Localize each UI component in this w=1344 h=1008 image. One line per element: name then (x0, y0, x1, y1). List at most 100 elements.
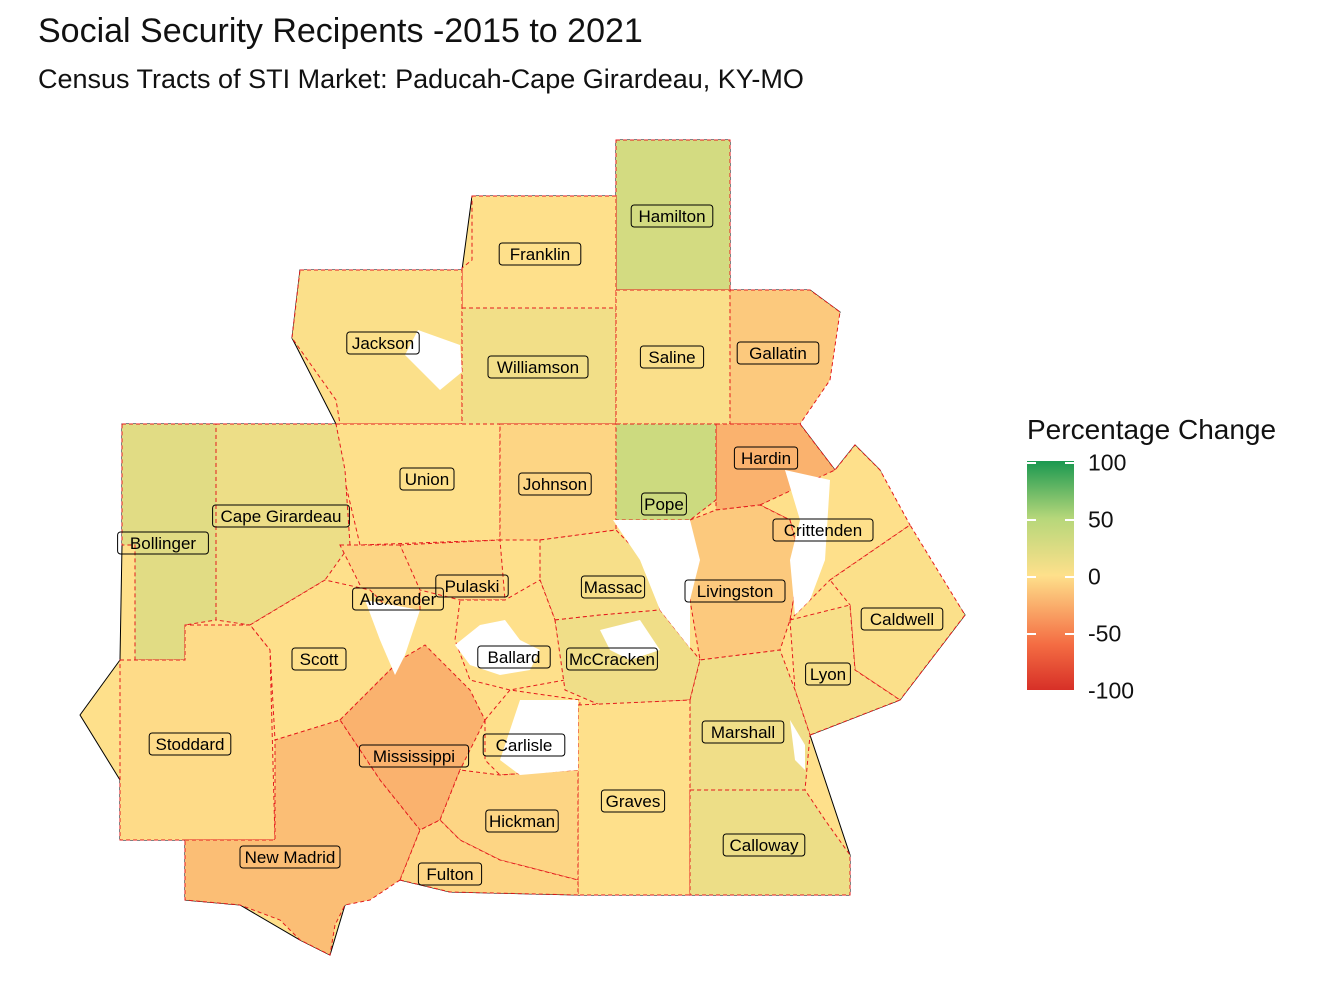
county-labels: Hamilton Franklin Jackson Williamson Saline G… (117, 204, 944, 886)
county-region (577, 699, 691, 896)
county-label-box (346, 331, 420, 355)
county-label-text: Livingston (697, 582, 774, 601)
county-label-box (435, 574, 509, 598)
county-region (689, 649, 811, 791)
county-label-box (733, 446, 799, 470)
county-label-box (639, 345, 705, 369)
county-label: Cape Girardeau (212, 504, 350, 528)
county-label: New Madrid (239, 845, 341, 869)
county-region (249, 579, 401, 741)
county-label: Caldwell (860, 607, 944, 631)
legend-tick-mark (1027, 462, 1036, 464)
county-region (121, 423, 217, 661)
no-data-area (785, 470, 830, 615)
county-label-text: Jackson (352, 334, 414, 353)
county-label-text: Saline (648, 348, 695, 367)
county-label: Lyon (805, 662, 851, 686)
county-label-text: Hardin (741, 449, 791, 468)
map-subtitle: Census Tracts of STI Market: Paducah-Cap… (38, 64, 804, 94)
legend-tick-mark (1027, 633, 1036, 635)
county-label-box (117, 531, 209, 555)
county-label: Hamilton (630, 204, 714, 228)
county-label-text: Fulton (426, 865, 473, 884)
county-label: Livingston (684, 579, 786, 603)
county-label-text: Hamilton (638, 207, 705, 226)
county-label-text: Crittenden (784, 521, 862, 540)
county-region (339, 644, 486, 831)
legend-title: Percentage Change (1027, 414, 1277, 445)
county-label-text: Union (405, 470, 449, 489)
county-label-text: Pope (644, 495, 684, 514)
county-label: Fulton (417, 862, 483, 886)
county-polygons (119, 139, 966, 956)
county-label-box (772, 518, 874, 542)
county-label: Hickman (485, 809, 559, 833)
county-label-box (212, 504, 350, 528)
county-label: Graves (600, 789, 666, 813)
county-label-box (148, 732, 232, 756)
map-title: Social Security Recipents -2015 to 2021 (38, 12, 643, 50)
county-label-text: Franklin (510, 245, 570, 264)
county-label-text: Alexander (360, 590, 437, 609)
county-label: Carlisle (482, 733, 566, 757)
county-label-text: Massac (584, 578, 643, 597)
map-canvas: Hamilton Franklin Jackson Williamson Saline G… (79, 139, 966, 956)
county-label-box (239, 845, 341, 869)
county-label-text: Gallatin (749, 344, 807, 363)
county-label-box (518, 472, 592, 496)
county-label-box (477, 645, 551, 669)
county-label: Alexander (352, 587, 444, 611)
county-label-box (358, 744, 470, 768)
county-label: Pulaski (435, 574, 509, 598)
county-label: Crittenden (772, 518, 874, 542)
county-label-box (630, 204, 714, 228)
county-label-box (580, 575, 646, 599)
county-label-text: Pulaski (445, 577, 500, 596)
county-label: Massac (580, 575, 646, 599)
county-label-text: Stoddard (156, 735, 225, 754)
county-label-box (684, 579, 786, 603)
legend-tick-mark (1027, 576, 1036, 578)
county-label: Scott (291, 647, 347, 671)
legend-tick-label: -50 (1088, 620, 1122, 647)
county-label-box (498, 242, 582, 266)
county-label-text: Mississippi (373, 747, 455, 766)
county-label: Calloway (722, 833, 806, 857)
legend-color-bar (1027, 461, 1074, 690)
county-label-text: Williamson (497, 358, 579, 377)
legend-tick-mark (1027, 519, 1036, 521)
county-label: Williamson (487, 355, 589, 379)
county-label: Pope (641, 492, 687, 516)
county-region (184, 719, 421, 956)
legend-tick-mark (1065, 690, 1074, 692)
legend-tick-mark (1065, 519, 1074, 521)
no-data-area (600, 620, 660, 660)
county-label-box (805, 662, 851, 686)
county-label-box (487, 355, 589, 379)
county-label-text: Cape Girardeau (221, 507, 342, 526)
county-label-text: Bollinger (130, 534, 196, 553)
county-label: Hardin (733, 446, 799, 470)
county-label-text: Calloway (730, 836, 799, 855)
county-label-box (485, 809, 559, 833)
county-label: Stoddard (148, 732, 232, 756)
county-label-text: Hickman (489, 812, 555, 831)
county-label-text: Carlisle (496, 736, 553, 755)
county-label: Bollinger (117, 531, 209, 555)
county-region (615, 423, 717, 521)
county-label-text: Caldwell (870, 610, 934, 629)
county-label-box (641, 492, 687, 516)
legend-tick-mark (1065, 462, 1074, 464)
legend-tick-label: 50 (1088, 506, 1114, 533)
no-data-area (365, 600, 420, 675)
county-label-text: Graves (606, 792, 661, 811)
county-label: Gallatin (736, 341, 820, 365)
county-region (399, 819, 579, 896)
county-label-text: Scott (300, 650, 339, 669)
county-region (689, 789, 851, 896)
county-label: Johnson (518, 472, 592, 496)
no-data-area (455, 620, 540, 675)
county-label-box (352, 587, 444, 611)
legend-tick-label: 0 (1088, 563, 1101, 590)
county-label-text: Ballard (488, 648, 541, 667)
